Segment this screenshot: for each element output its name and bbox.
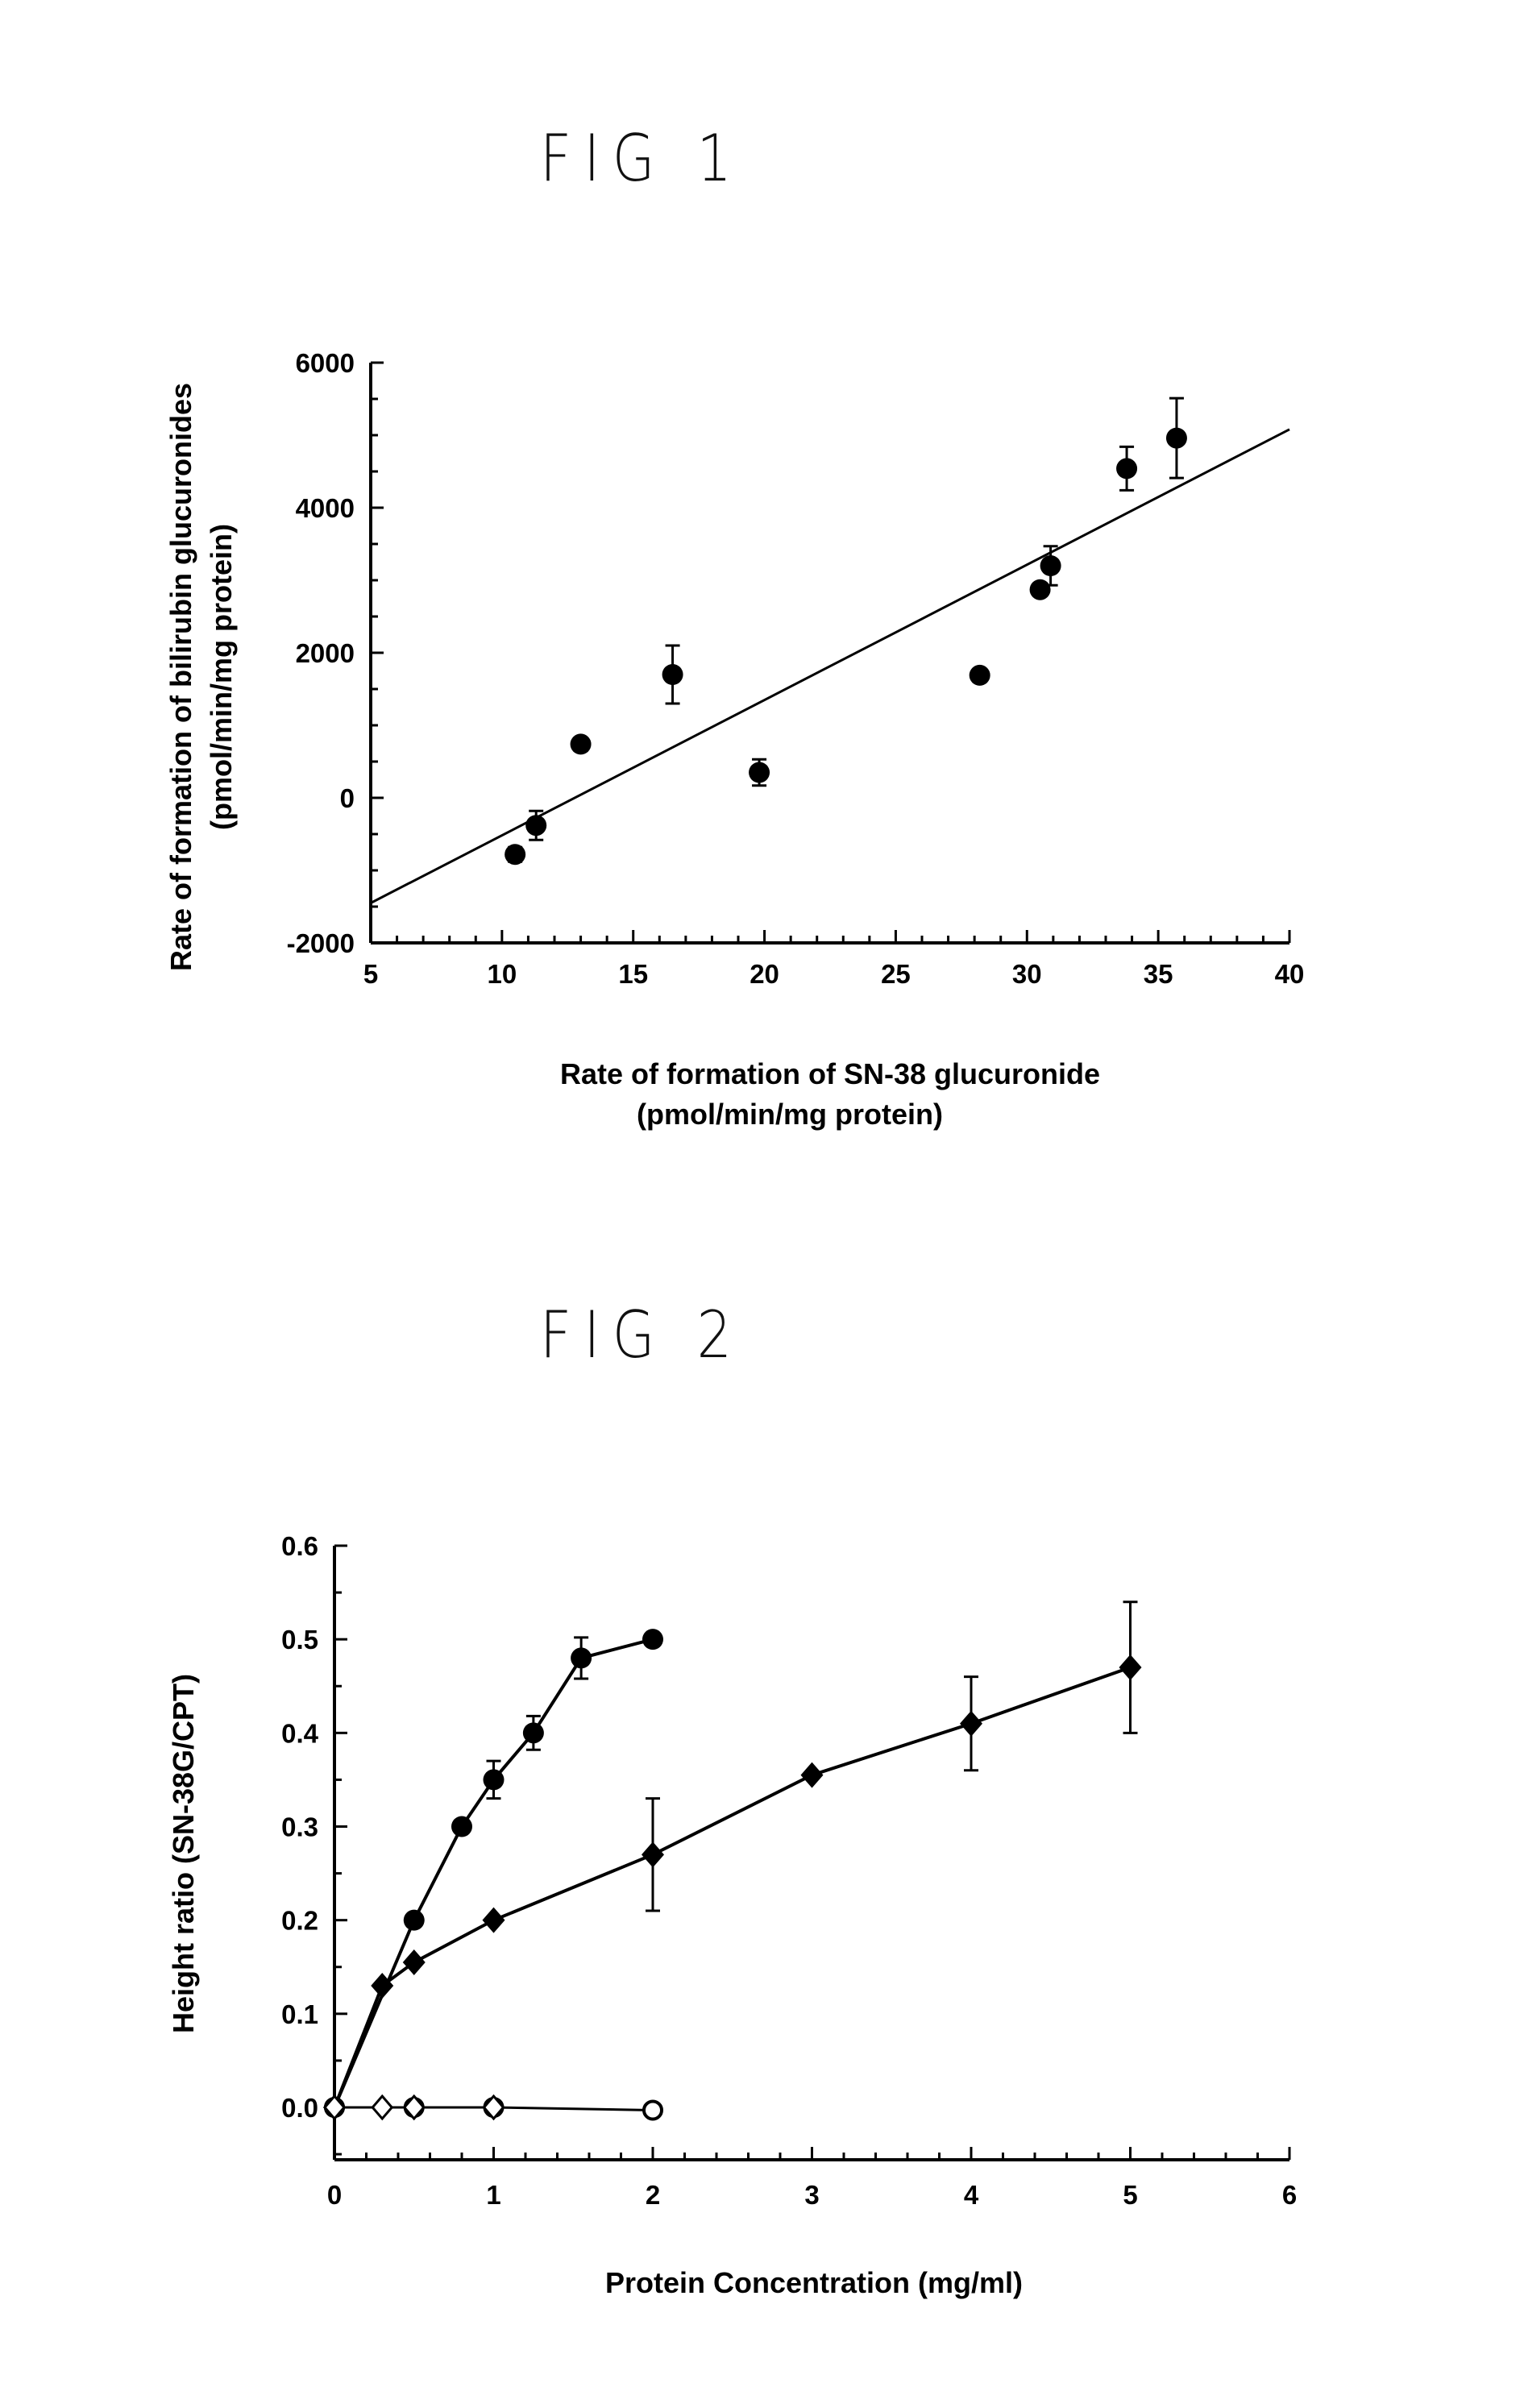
x-axis-label: Protein Concentration (mg/ml) [605, 2266, 1023, 2299]
y-axis-label: (pmol/min/mg protein) [205, 524, 238, 830]
data-point [403, 1949, 426, 1975]
y-tick-label: 0.4 [281, 1718, 319, 1748]
x-tick-label: 10 [487, 959, 517, 989]
y-tick-label: 0.1 [281, 1999, 318, 2029]
data-point [662, 664, 683, 685]
series-line [334, 1667, 1131, 2107]
x-tick-label: 0 [327, 2180, 342, 2210]
x-axis-label: (pmol/min/mg protein) [637, 1098, 943, 1131]
x-tick-label: 3 [804, 2180, 819, 2210]
x-tick-label: 40 [1275, 959, 1305, 989]
x-tick-label: 1 [486, 2180, 500, 2210]
y-tick-label: 0.6 [281, 1531, 318, 1561]
x-tick-label: 30 [1012, 959, 1042, 989]
data-point [484, 1769, 505, 1790]
y-tick-label: 0.2 [281, 1906, 318, 1936]
data-point [525, 815, 546, 836]
chart-2: 0 1 2 3 4 5 6 0.0 0.1 0.2 0.3 0.4 0.5 0.6 Protein Conc… [167, 1531, 1297, 2299]
data-point [571, 1647, 592, 1668]
x-tick-label: 15 [618, 959, 648, 989]
y-tick-label: 4000 [296, 493, 355, 523]
data-point [505, 844, 525, 865]
data-point [644, 2101, 662, 2119]
y-tick-label: 2000 [296, 638, 355, 668]
x-tick-label: 25 [881, 959, 911, 989]
x-tick-label: 4 [964, 2180, 979, 2210]
data-point [372, 2096, 392, 2119]
y-tick-label: 0.5 [281, 1625, 318, 1654]
data-point [960, 1711, 982, 1737]
data-point [642, 1629, 663, 1650]
x-tick-label: 6 [1282, 2180, 1297, 2210]
chart-1: 5 10 15 20 25 30 35 40 -2000 0 2000 4000 6000 Rate of… [164, 348, 1304, 1131]
data-point [523, 1722, 544, 1743]
regression-line [371, 430, 1289, 903]
y-axis-label: Height ratio (SN-38G/CPT) [167, 1674, 200, 2033]
data-point [451, 1816, 472, 1837]
data-point [1119, 1654, 1142, 1680]
data-point [1166, 428, 1187, 449]
data-point [642, 1841, 664, 1867]
y-axis-label: Rate of formation of bilirubin glucuroni… [164, 383, 197, 971]
data-point [571, 733, 592, 754]
x-tick-label: 20 [750, 959, 779, 989]
data-point [1030, 579, 1051, 600]
y-tick-label: 0.3 [281, 1812, 318, 1842]
data-point [801, 1762, 824, 1788]
y-tick-label: -2000 [287, 928, 355, 958]
y-tick-label: 0.0 [281, 2093, 318, 2123]
x-tick-label: 5 [363, 959, 378, 989]
data-point [483, 1908, 505, 1933]
x-tick-label: 2 [646, 2180, 660, 2210]
data-point [1040, 555, 1061, 576]
x-axis-label: Rate of formation of SN-38 glucuronide [560, 1057, 1100, 1090]
x-tick-label: 35 [1144, 959, 1173, 989]
data-point [970, 665, 990, 686]
x-tick-label: 5 [1123, 2180, 1137, 2210]
data-point [1116, 458, 1137, 479]
data-point [749, 762, 770, 783]
y-tick-label: 0 [340, 783, 355, 813]
data-point [404, 1910, 425, 1931]
y-tick-label: 6000 [296, 348, 355, 378]
